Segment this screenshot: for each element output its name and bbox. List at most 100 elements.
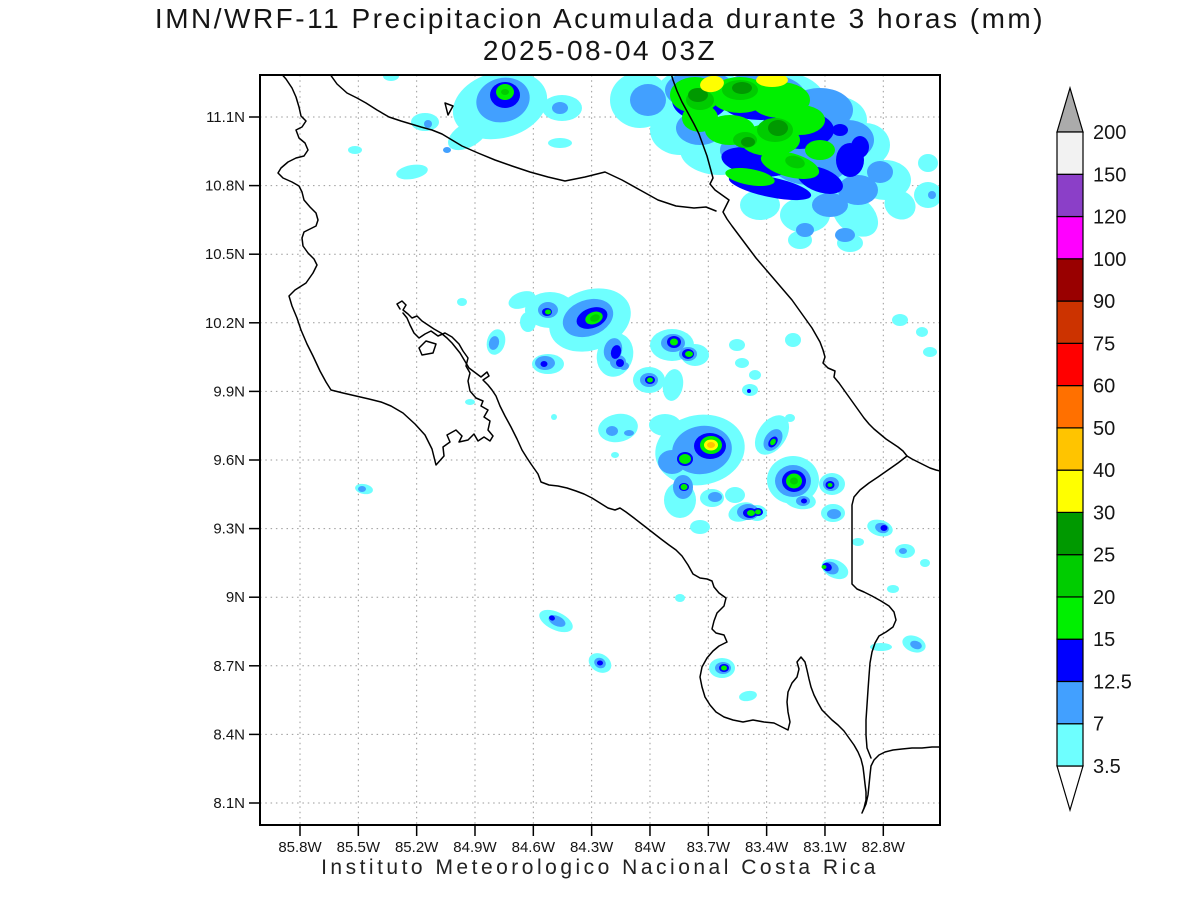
precip-cell-level-1 — [348, 146, 362, 154]
precip-cell-level-1 — [457, 298, 467, 306]
lat-axis-labels: 11.1N 10.8N 10.5N 10.2N 9.9N 9.6N 9.3N 9N 8.7N 8.… — [205, 109, 245, 812]
border-nicaragua-lake — [330, 76, 717, 212]
colorbar-segment — [1056, 469, 1084, 513]
precip-cell-level-2 — [488, 336, 500, 350]
precip-cell-level-4 — [682, 104, 718, 132]
precip-cell-level-3 — [616, 359, 624, 367]
precip-cell-level-6 — [688, 88, 708, 102]
lat-tick-label: 8.7N — [213, 658, 245, 675]
precip-cell-level-2 — [424, 120, 432, 128]
colorbar-level-label: 120 — [1093, 207, 1126, 229]
precip-cell-level-1 — [918, 154, 938, 172]
precip-contours — [348, 76, 939, 702]
colorbar-segment — [1056, 723, 1084, 767]
precip-cell-level-4 — [755, 509, 761, 515]
precip-cell-level-5 — [590, 314, 600, 322]
colorbar-segment — [1056, 215, 1084, 260]
lat-tick-label: 9.3N — [213, 521, 245, 538]
colorbar-level-label: 12.5 — [1093, 671, 1132, 693]
precip-cell-level-3 — [597, 660, 603, 666]
precip-cell-level-2 — [827, 509, 841, 519]
colorbar-level-label: 100 — [1093, 249, 1126, 271]
colorbar-level-label: 20 — [1093, 587, 1115, 609]
colorbar-over-arrow — [1056, 85, 1084, 133]
precip-cell-level-1 — [892, 314, 908, 326]
precip-cell-level-1 — [920, 559, 930, 567]
precip-cell-level-3 — [549, 615, 555, 621]
colorbar-segment — [1056, 385, 1084, 429]
precip-cell-level-2 — [796, 223, 814, 237]
coastline — [277, 76, 939, 814]
lat-tick-label: 11.1N — [206, 109, 245, 126]
colorbar-segment — [1056, 511, 1084, 556]
precip-cell-level-4 — [747, 510, 755, 516]
map-frame — [259, 74, 941, 826]
colorbar-segment — [1056, 300, 1084, 344]
precip-cell-level-3 — [851, 136, 869, 158]
lon-tick-label: 82.8W — [862, 839, 906, 856]
colorbar-level-label: 50 — [1093, 418, 1115, 440]
precip-cell-level-5 — [785, 155, 805, 169]
lon-tick-label: 84.3W — [570, 839, 614, 856]
precip-cell-level-1 — [465, 399, 475, 405]
lon-tick-label: 85.5W — [337, 839, 381, 856]
precip-cell-level-4 — [647, 377, 653, 383]
colorbar-level-label: 200 — [1093, 122, 1126, 144]
precip-cell-level-3 — [822, 562, 832, 572]
precip-cell-level-1 — [914, 182, 939, 208]
colorbar-segment — [1056, 342, 1084, 387]
border-panama — [851, 455, 908, 759]
colorbar-segment — [1056, 131, 1084, 175]
precip-cell-level-4 — [685, 351, 693, 357]
precip-cell-level-2 — [910, 640, 922, 650]
footer-credit: Instituto Meteorologico Nacional Costa R… — [321, 856, 879, 879]
precip-cell-level-1 — [675, 594, 685, 602]
precip-cell-level-1 — [396, 164, 428, 180]
precip-cell-level-7 — [756, 76, 788, 87]
precip-cell-level-1 — [548, 138, 572, 148]
precip-cell-level-1 — [923, 347, 937, 357]
precip-cell-level-1 — [870, 643, 892, 651]
lake-nicaragua-tip — [444, 102, 454, 116]
colorbar-segment — [1056, 680, 1084, 725]
colorbar-segment — [1056, 638, 1084, 683]
lon-tick-label: 84.9W — [453, 839, 497, 856]
lon-tick-label: 85.8W — [278, 839, 322, 856]
colorbar-level-label: 150 — [1093, 164, 1126, 186]
lat-tick-label: 10.8N — [205, 178, 245, 195]
precip-cell-level-6 — [732, 82, 752, 94]
precip-cell-level-1 — [785, 414, 795, 422]
lon-tick-label: 83.1W — [803, 839, 847, 856]
precip-cell-level-1 — [598, 413, 638, 443]
precip-cell-level-1 — [740, 190, 780, 220]
precip-cell-level-1 — [508, 291, 536, 309]
precip-cell-level-2 — [928, 191, 936, 199]
precip-cell-level-2 — [838, 175, 878, 205]
precip-cell-level-4 — [680, 484, 688, 490]
precip-cell-level-1 — [690, 520, 710, 534]
precip-cell-level-6 — [768, 120, 788, 136]
precip-cell-level-4 — [679, 454, 691, 464]
chart-title: IMN/WRF-11 Precipitacion Acumulada duran… — [155, 3, 1045, 34]
precip-cell-level-1 — [448, 119, 488, 151]
precip-cell-level-1 — [852, 538, 864, 546]
precip-cell-level-6 — [741, 137, 755, 147]
precip-cell-level-5 — [790, 477, 798, 485]
precip-cell-level-1 — [916, 327, 928, 337]
precip-cell-level-7 — [700, 76, 724, 93]
lon-tick-label: 84.6W — [512, 839, 556, 856]
precip-cell-level-2 — [708, 492, 722, 502]
colorbar-segment — [1056, 258, 1084, 302]
precip-cell-level-3 — [832, 124, 848, 136]
precip-cell-level-1 — [887, 585, 899, 593]
precip-cell-level-1 — [383, 76, 399, 81]
precip-cell-level-8 — [707, 442, 715, 448]
lon-tick-label: 84W — [635, 839, 667, 856]
colorbar-segment — [1056, 173, 1084, 218]
colorbar-level-label: 75 — [1093, 333, 1115, 355]
precip-cell-level-1 — [551, 414, 557, 420]
coastline-caribbean — [671, 76, 939, 472]
precip-cell-level-2 — [630, 84, 666, 116]
